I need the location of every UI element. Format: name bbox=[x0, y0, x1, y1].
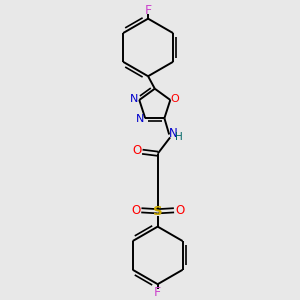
Text: O: O bbox=[131, 204, 140, 217]
Text: O: O bbox=[132, 144, 141, 157]
Text: S: S bbox=[153, 205, 163, 218]
Text: O: O bbox=[171, 94, 179, 104]
Text: N: N bbox=[130, 94, 139, 104]
Text: N: N bbox=[136, 114, 145, 124]
Text: O: O bbox=[175, 204, 184, 217]
Text: F: F bbox=[154, 286, 161, 299]
Text: N: N bbox=[169, 127, 177, 140]
Text: H: H bbox=[175, 132, 183, 142]
Text: F: F bbox=[145, 4, 152, 16]
